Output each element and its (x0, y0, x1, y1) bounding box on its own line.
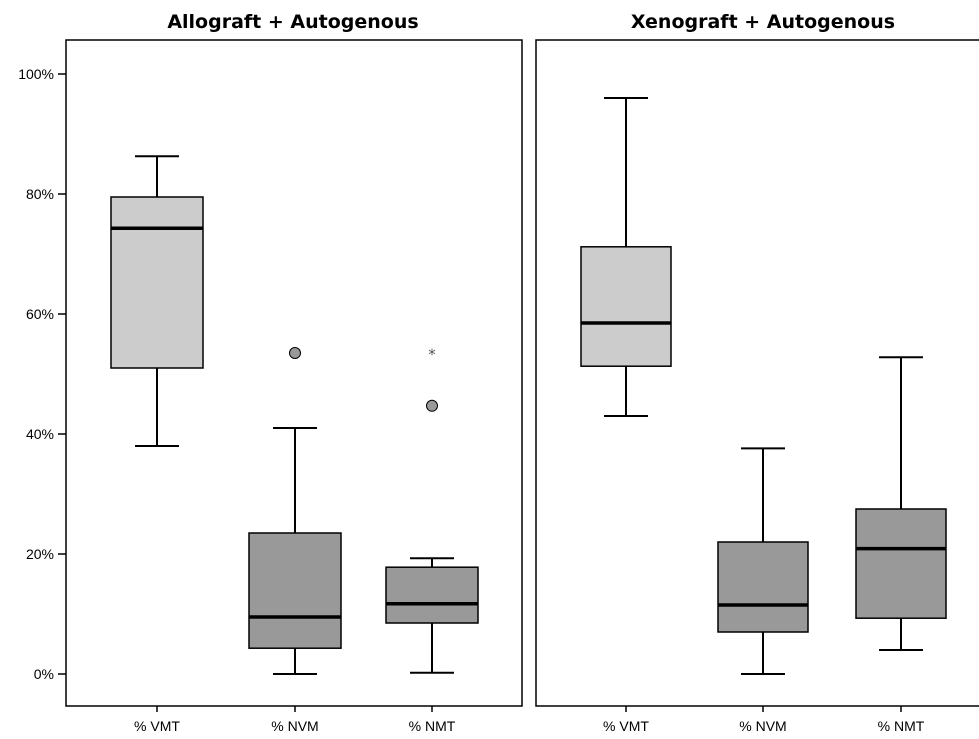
y-tick-label: 60% (26, 306, 54, 322)
y-tick-label: 20% (26, 546, 54, 562)
x-tick-label: % VMT (603, 718, 649, 734)
box-vmt (110, 155, 204, 447)
outlier-point (289, 347, 301, 359)
y-tick-label: 40% (26, 426, 54, 442)
box-nmt: * (385, 345, 479, 674)
boxes-xenograft (580, 97, 947, 675)
iqr-box (717, 541, 809, 633)
iqr-box (110, 196, 204, 369)
plot-frame-allograft (65, 39, 523, 707)
panel-title-allograft: Allograft + Autogenous (167, 11, 418, 33)
y-tick-label: 100% (18, 66, 54, 82)
box-vmt (580, 97, 672, 417)
y-axis: 0% 20% 40% 60% 80% 100% (18, 66, 66, 682)
extreme-point: * (428, 345, 436, 363)
box-nvm (717, 447, 809, 675)
x-axis-labels-xenograft: % VMT % NVM % NMT (603, 706, 925, 734)
iqr-box (855, 508, 947, 619)
y-tick-label: 0% (34, 666, 54, 682)
iqr-box (248, 532, 342, 649)
y-tick-label: 80% (26, 186, 54, 202)
x-tick-label: % NMT (878, 718, 925, 734)
panel-xenograft: Xenograft + Autogenous % VMT % NVM % NMT (535, 11, 979, 734)
iqr-box (580, 246, 672, 367)
boxes-allograft: * (110, 155, 479, 675)
x-axis-labels-allograft: % VMT % NVM % NMT (134, 706, 456, 734)
box-nmt (855, 356, 947, 651)
panel-title-xenograft: Xenograft + Autogenous (631, 11, 895, 33)
x-tick-label: % VMT (134, 718, 180, 734)
panel-allograft: Allograft + Autogenous 0% 20% 40% 60% 80% 100… (18, 11, 523, 734)
x-tick-label: % NMT (409, 718, 456, 734)
plot-frame-xenograft (535, 39, 979, 707)
iqr-box (385, 566, 479, 624)
outlier-point (426, 399, 438, 412)
x-tick-label: % NVM (739, 718, 786, 734)
x-tick-label: % NVM (271, 718, 318, 734)
box-nvm (248, 347, 342, 675)
